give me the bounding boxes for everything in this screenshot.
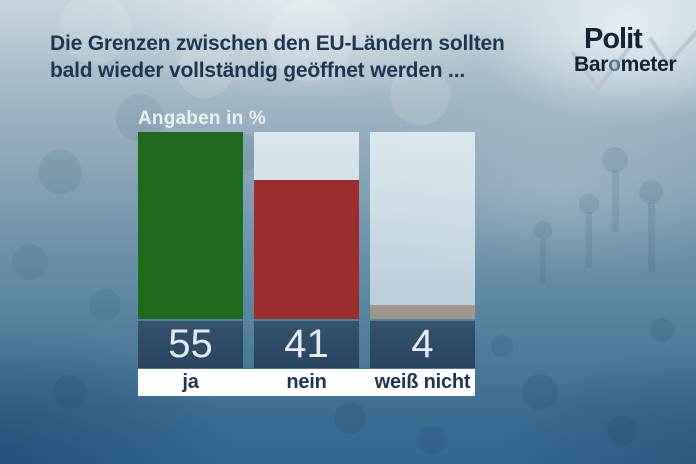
bar-track-ja — [138, 132, 243, 319]
bar-column-nein: 41 — [254, 132, 359, 368]
logo-text-polit: Polit — [584, 23, 643, 55]
value-ja: 55 — [168, 322, 213, 366]
chart-columns: 55 41 4 — [138, 132, 475, 368]
checkmark-icon — [570, 29, 696, 92]
bar-column-weiss-nicht: 4 — [370, 132, 475, 368]
politbarometer-logo: Polit Barometer — [570, 23, 696, 92]
value-nein: 41 — [284, 322, 329, 366]
question-title-line1: Die Grenzen zwischen den EU-Ländern soll… — [50, 32, 505, 55]
logo-text-meter: meter — [620, 53, 677, 76]
category-label-nein: nein — [286, 371, 327, 393]
bar-chart: Angaben in % 55 41 — [138, 108, 475, 396]
logo-text-barometer: Barometer — [574, 54, 696, 76]
bar-column-ja: 55 — [138, 132, 243, 368]
value-box-ja: 55 — [138, 321, 243, 368]
value-weiss-nicht: 4 — [411, 322, 434, 366]
category-label-ja: ja — [182, 371, 199, 393]
question-title-line2: bald wieder vollständig geöffnet werden … — [50, 59, 465, 82]
bar-weiss-nicht — [370, 305, 475, 319]
category-label-band: ja nein weiß nicht — [138, 369, 475, 396]
chart-units-label: Angaben in % — [138, 108, 267, 129]
logo-text-o: o — [608, 53, 621, 76]
bar-nein — [254, 179, 359, 319]
bar-ja — [138, 132, 243, 319]
category-label-weiss-nicht: weiß nicht — [374, 371, 471, 393]
value-box-nein: 41 — [254, 321, 359, 368]
logo-text-bar: Bar — [574, 53, 609, 76]
bar-track-weiss-nicht — [370, 132, 475, 319]
value-box-weiss-nicht: 4 — [370, 321, 475, 368]
question-title: Die Grenzen zwischen den EU-Ländern soll… — [50, 30, 550, 84]
bar-track-nein — [254, 132, 359, 319]
